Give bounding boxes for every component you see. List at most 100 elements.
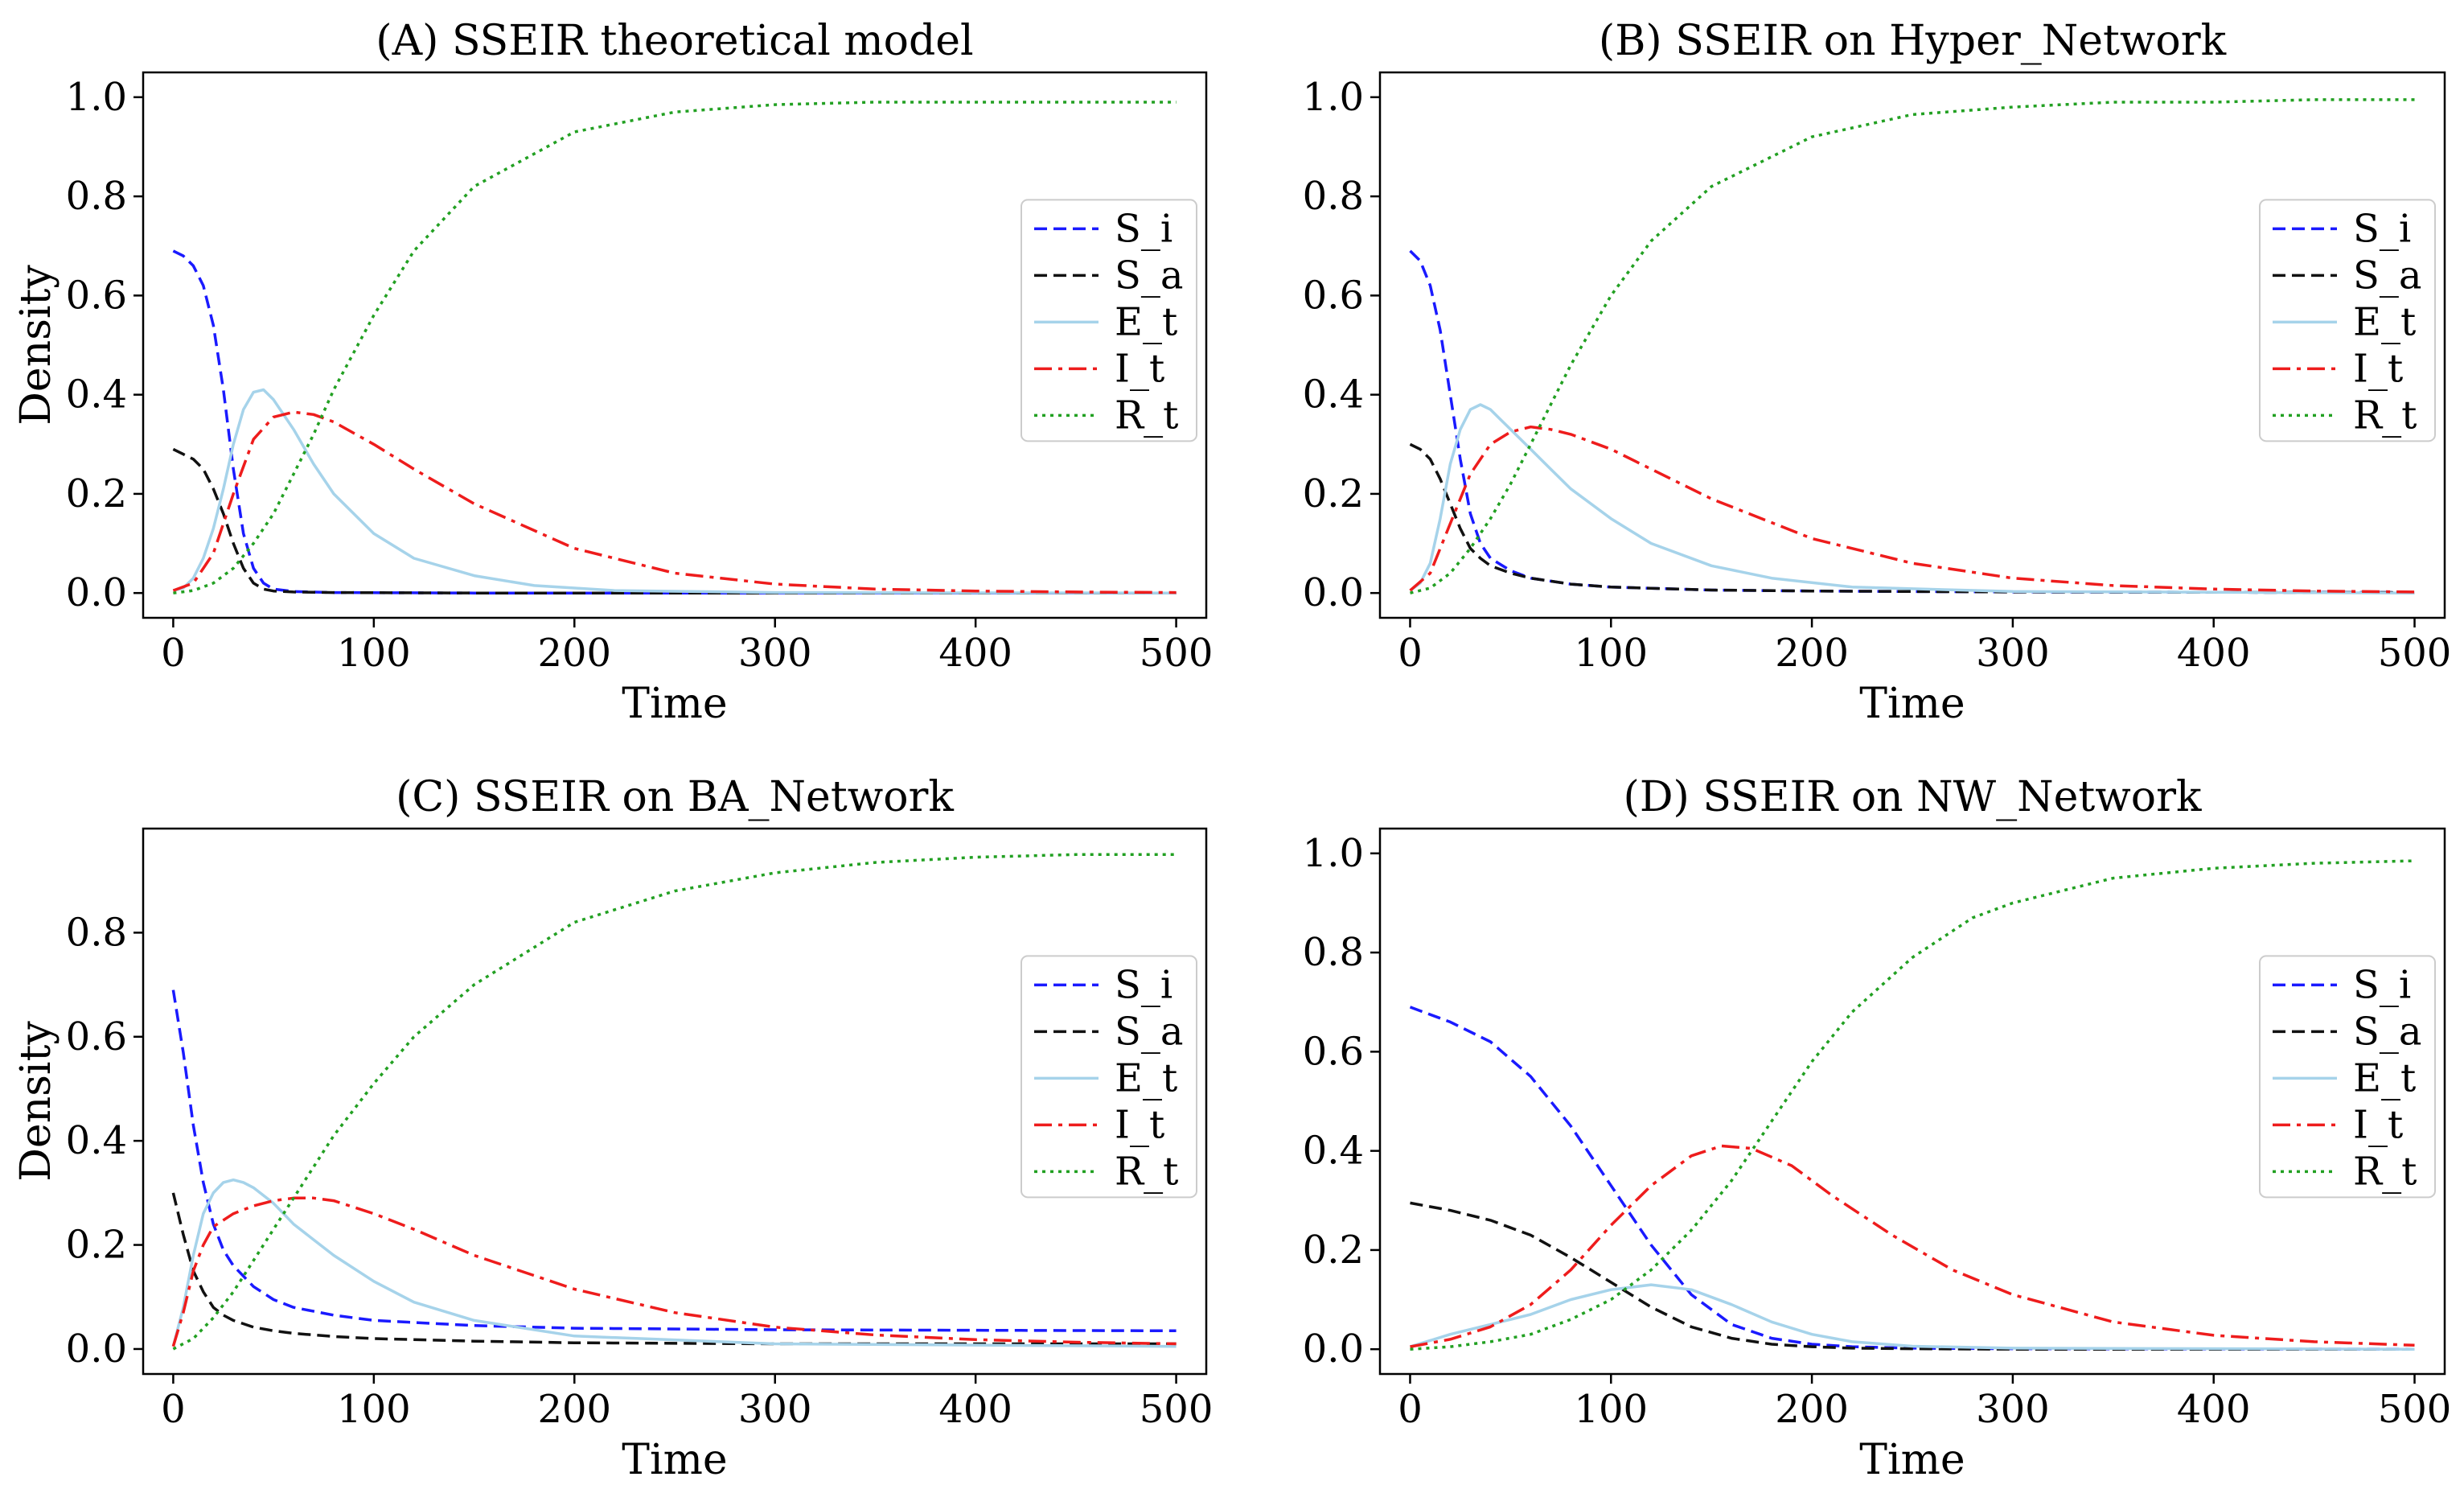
y-tick-label: 0.8 <box>66 910 127 955</box>
legend-label: R_t <box>1115 1149 1178 1194</box>
series-line-e-t <box>1409 1283 2415 1351</box>
x-tick-label: 200 <box>1775 1387 1849 1432</box>
x-tick-label: 0 <box>161 1387 186 1432</box>
y-tick-label: 0.0 <box>66 570 127 615</box>
series-line-i-t <box>171 1196 1177 1347</box>
x-tick-label: 400 <box>938 1387 1012 1432</box>
legend: S_iS_aE_tI_tR_t <box>1021 199 1197 442</box>
y-tick-label: 0.8 <box>66 174 127 219</box>
chart-title: (B) SSEIR on Hyper_Network <box>1599 17 2227 65</box>
series-line-i-t <box>172 410 1177 594</box>
chart-title: (D) SSEIR on NW_Network <box>1624 773 2202 821</box>
y-tick-label: 0.4 <box>66 372 127 418</box>
y-axis-label: Density <box>12 265 60 426</box>
legend-label: R_t <box>1115 393 1178 438</box>
legend-label: E_t <box>1115 299 1177 344</box>
series-line-s-a <box>1410 1201 2415 1351</box>
x-tick-label: 400 <box>2177 631 2251 676</box>
series-line-e-t <box>1409 403 2415 594</box>
plot-frame <box>142 827 1208 1376</box>
x-tick-label: 300 <box>1976 1387 2050 1432</box>
legend-label: R_t <box>2353 1149 2417 1194</box>
plot-frame <box>1378 71 2446 619</box>
plot-frame <box>142 71 1208 619</box>
y-tick-label: 0.2 <box>1303 471 1364 516</box>
y-tick-label: 0.2 <box>1303 1228 1364 1273</box>
y-tick-label: 0.6 <box>66 1014 127 1059</box>
series-line-s-a <box>172 447 1177 594</box>
chart-panel-3: (D) SSEIR on NW_Network 0 100 200 300 400 500 0… <box>1303 773 2452 1484</box>
legend-label: S_a <box>1115 1009 1184 1054</box>
series-line-s-a <box>171 1192 1177 1346</box>
y-tick-label: 0.8 <box>1303 174 1364 219</box>
series-line-i-t <box>1410 1144 2415 1348</box>
x-tick-label: 300 <box>738 631 812 676</box>
series-line-r-t <box>172 853 1177 1351</box>
series-line-i-t <box>1409 425 2415 594</box>
legend-label: I_t <box>1115 1102 1164 1147</box>
legend-box <box>1021 955 1197 1199</box>
series-line-e-t <box>171 1178 1177 1348</box>
y-tick-label: 0.2 <box>66 471 127 516</box>
legend-label: I_t <box>2353 1102 2403 1147</box>
x-tick-label: 400 <box>938 631 1012 676</box>
y-tick-label: 0.8 <box>1303 930 1364 975</box>
y-tick-label: 0.0 <box>1303 1327 1364 1372</box>
x-tick-label: 300 <box>738 1387 812 1432</box>
chart-panel-1: (B) SSEIR on Hyper_Network 0 100 200 300 400 5… <box>1303 17 2452 728</box>
x-tick-label: 100 <box>1574 631 1648 676</box>
series-line-s-a <box>1409 442 2415 594</box>
x-tick-label: 200 <box>1775 631 1849 676</box>
y-tick-label: 0.4 <box>1303 372 1364 418</box>
y-tick-label: 0.6 <box>1303 1029 1364 1074</box>
y-tick-label: 0.4 <box>1303 1129 1364 1174</box>
chart-panel-2: (C) SSEIR on BA_Network 0 100 200 300 400 500 0… <box>12 773 1213 1484</box>
x-tick-label: 500 <box>2378 631 2452 676</box>
legend: S_iS_aE_tI_tR_t <box>2259 199 2436 442</box>
legend-box <box>1021 199 1197 442</box>
x-tick-label: 0 <box>161 631 186 676</box>
y-tick-label: 1.0 <box>1303 831 1364 876</box>
y-axis-label: Density <box>12 1021 60 1182</box>
x-tick-label: 200 <box>537 1387 611 1432</box>
legend-label: R_t <box>2353 393 2417 438</box>
legend-label: I_t <box>1115 346 1164 391</box>
y-tick-label: 1.0 <box>66 75 127 120</box>
y-tick-label: 0.6 <box>66 273 127 318</box>
legend-label: S_a <box>2353 1009 2422 1054</box>
x-tick-label: 300 <box>1976 631 2050 676</box>
x-axis-label: Time <box>1859 680 1965 728</box>
legend-label: S_i <box>1115 206 1172 251</box>
legend-label: E_t <box>2353 299 2416 344</box>
legend-label: S_a <box>2353 253 2422 298</box>
x-tick-label: 0 <box>1398 631 1423 676</box>
legend-box <box>2259 955 2436 1199</box>
x-tick-label: 400 <box>2177 1387 2251 1432</box>
series-line-r-t <box>1410 859 2415 1351</box>
x-axis-label: Time <box>1859 1436 1965 1484</box>
y-tick-label: 0.0 <box>1303 570 1364 615</box>
legend-box <box>2259 199 2436 442</box>
legend: S_iS_aE_tI_tR_t <box>1021 955 1197 1199</box>
x-tick-label: 500 <box>1140 631 1214 676</box>
chart-panel-0: (A) SSEIR theoretical model 0 100 200 300 400… <box>12 17 1213 728</box>
x-axis-label: Time <box>622 680 727 728</box>
series-line-e-t <box>172 388 1177 594</box>
x-tick-label: 0 <box>1398 1387 1423 1432</box>
y-tick-label: 0.6 <box>1303 273 1364 318</box>
legend: S_iS_aE_tI_tR_t <box>2259 955 2436 1199</box>
legend-label: S_a <box>1115 253 1184 298</box>
legend-label: E_t <box>1115 1055 1177 1100</box>
y-tick-label: 0.2 <box>66 1223 127 1268</box>
x-tick-label: 200 <box>537 631 611 676</box>
legend-label: S_i <box>2353 962 2411 1007</box>
x-tick-label: 100 <box>337 631 411 676</box>
x-tick-label: 100 <box>337 1387 411 1432</box>
x-tick-label: 500 <box>2378 1387 2452 1432</box>
legend-label: S_i <box>2353 206 2411 251</box>
x-tick-label: 500 <box>1140 1387 1214 1432</box>
x-tick-label: 100 <box>1574 1387 1648 1432</box>
legend-label: E_t <box>2353 1055 2416 1100</box>
legend-label: S_i <box>1115 962 1172 1007</box>
